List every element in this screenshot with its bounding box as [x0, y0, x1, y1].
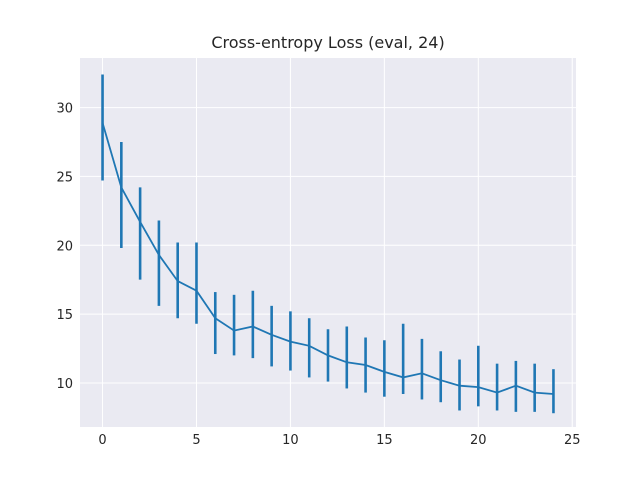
x-tick-label: 15	[376, 433, 393, 448]
x-axis-ticks: 0 5 10 15 20 25	[98, 433, 580, 448]
x-tick-label: 0	[98, 433, 106, 448]
series-line	[101, 122, 554, 395]
x-tick-label: 5	[192, 433, 200, 448]
y-tick-label: 30	[56, 102, 73, 117]
x-tick-label: 10	[282, 433, 299, 448]
x-tick-label: 20	[470, 433, 487, 448]
y-tick-label: 15	[56, 308, 73, 323]
y-tick-label: 25	[56, 170, 73, 185]
chart-title: Cross-entropy Loss (eval, 24)	[211, 33, 444, 52]
y-tick-label: 20	[56, 239, 73, 254]
y-tick-label: 10	[56, 377, 73, 392]
x-tick-label: 25	[564, 433, 581, 448]
y-axis-ticks: 10 15 20 25 30	[56, 102, 73, 392]
